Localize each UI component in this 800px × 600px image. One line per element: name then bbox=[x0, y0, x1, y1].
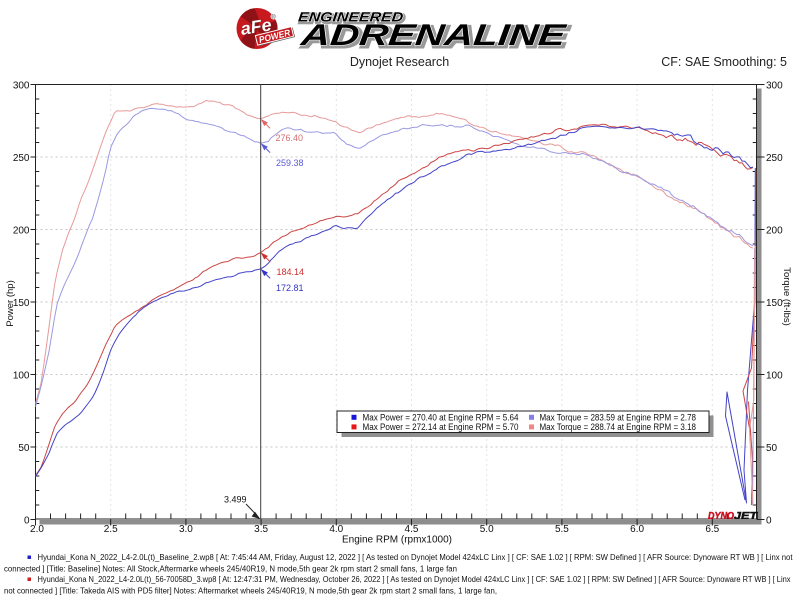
svg-text:Max Power = 272.14 at Engine R: Max Power = 272.14 at Engine RPM = 5.70 bbox=[363, 422, 519, 432]
svg-text:Max Power = 270.40 at Engine R: Max Power = 270.40 at Engine RPM = 5.64 bbox=[363, 412, 519, 422]
svg-text:ENGINEERED: ENGINEERED bbox=[299, 11, 406, 26]
svg-text:300: 300 bbox=[766, 81, 783, 92]
svg-text:Max Torque = 283.59 at Engine: Max Torque = 283.59 at Engine RPM = 2.78 bbox=[540, 412, 697, 422]
svg-text:2.0: 2.0 bbox=[30, 524, 44, 535]
svg-text:3.499: 3.499 bbox=[224, 495, 247, 505]
svg-text:not connected ] [Title: Takeda: not connected ] [Title: Takeda AIS with … bbox=[4, 587, 497, 596]
svg-text:5.0: 5.0 bbox=[480, 524, 494, 535]
svg-text:150: 150 bbox=[766, 298, 783, 309]
svg-text:200: 200 bbox=[13, 226, 30, 237]
svg-text:Power (hp): Power (hp) bbox=[5, 280, 16, 326]
svg-text:259.38: 259.38 bbox=[276, 158, 304, 168]
svg-text:4.0: 4.0 bbox=[329, 524, 343, 535]
svg-text:JET: JET bbox=[734, 511, 758, 522]
svg-text:6.0: 6.0 bbox=[630, 524, 644, 535]
svg-text:150: 150 bbox=[13, 298, 30, 309]
svg-text:0: 0 bbox=[24, 516, 30, 527]
svg-text:3.0: 3.0 bbox=[179, 524, 193, 535]
svg-text:®: ® bbox=[271, 14, 276, 21]
svg-text:200: 200 bbox=[766, 226, 783, 237]
svg-text:184.14: 184.14 bbox=[277, 267, 305, 277]
svg-text:276.40: 276.40 bbox=[276, 133, 304, 143]
svg-text:0: 0 bbox=[766, 516, 772, 527]
svg-text:6.5: 6.5 bbox=[705, 524, 719, 535]
svg-text:Hyundai_Kona N_2022_L4-2.0L(t): Hyundai_Kona N_2022_L4-2.0L(t)_56-70058D… bbox=[38, 575, 791, 584]
svg-text:5.5: 5.5 bbox=[555, 524, 569, 535]
svg-text:Engine RPM (rpmx1000): Engine RPM (rpmx1000) bbox=[342, 535, 452, 546]
svg-text:ENGINEERED: ENGINEERED bbox=[297, 10, 404, 25]
svg-text:50: 50 bbox=[766, 443, 778, 454]
svg-text:ADRENALINE: ADRENALINE bbox=[300, 21, 570, 54]
svg-text:Max Torque = 288.74 at Engine: Max Torque = 288.74 at Engine RPM = 3.18 bbox=[540, 422, 697, 432]
svg-text:100: 100 bbox=[766, 371, 783, 382]
svg-text:Hyundai_Kona N_2022_L4-2.0L(t): Hyundai_Kona N_2022_L4-2.0L(t)_Baseline_… bbox=[38, 553, 794, 562]
svg-text:100: 100 bbox=[13, 371, 30, 382]
svg-text:4.5: 4.5 bbox=[405, 524, 419, 535]
svg-text:172.81: 172.81 bbox=[276, 283, 304, 293]
svg-text:2.5: 2.5 bbox=[104, 524, 118, 535]
svg-text:connected ] [Title: Baseline]: connected ] [Title: Baseline] Notes: All… bbox=[4, 565, 457, 574]
svg-text:300: 300 bbox=[13, 81, 30, 92]
svg-text:Torque (ft-lbs): Torque (ft-lbs) bbox=[781, 267, 792, 326]
svg-text:aFe: aFe bbox=[239, 14, 273, 39]
svg-text:250: 250 bbox=[766, 153, 783, 164]
svg-text:250: 250 bbox=[13, 153, 30, 164]
svg-text:CF: SAE Smoothing: 5: CF: SAE Smoothing: 5 bbox=[661, 55, 787, 69]
svg-text:ADRENALINE: ADRENALINE bbox=[298, 19, 568, 52]
svg-text:DYNO: DYNO bbox=[708, 511, 734, 522]
svg-text:50: 50 bbox=[18, 443, 30, 454]
svg-text:3.5: 3.5 bbox=[254, 524, 268, 535]
svg-text:Dynojet Research: Dynojet Research bbox=[350, 55, 449, 69]
